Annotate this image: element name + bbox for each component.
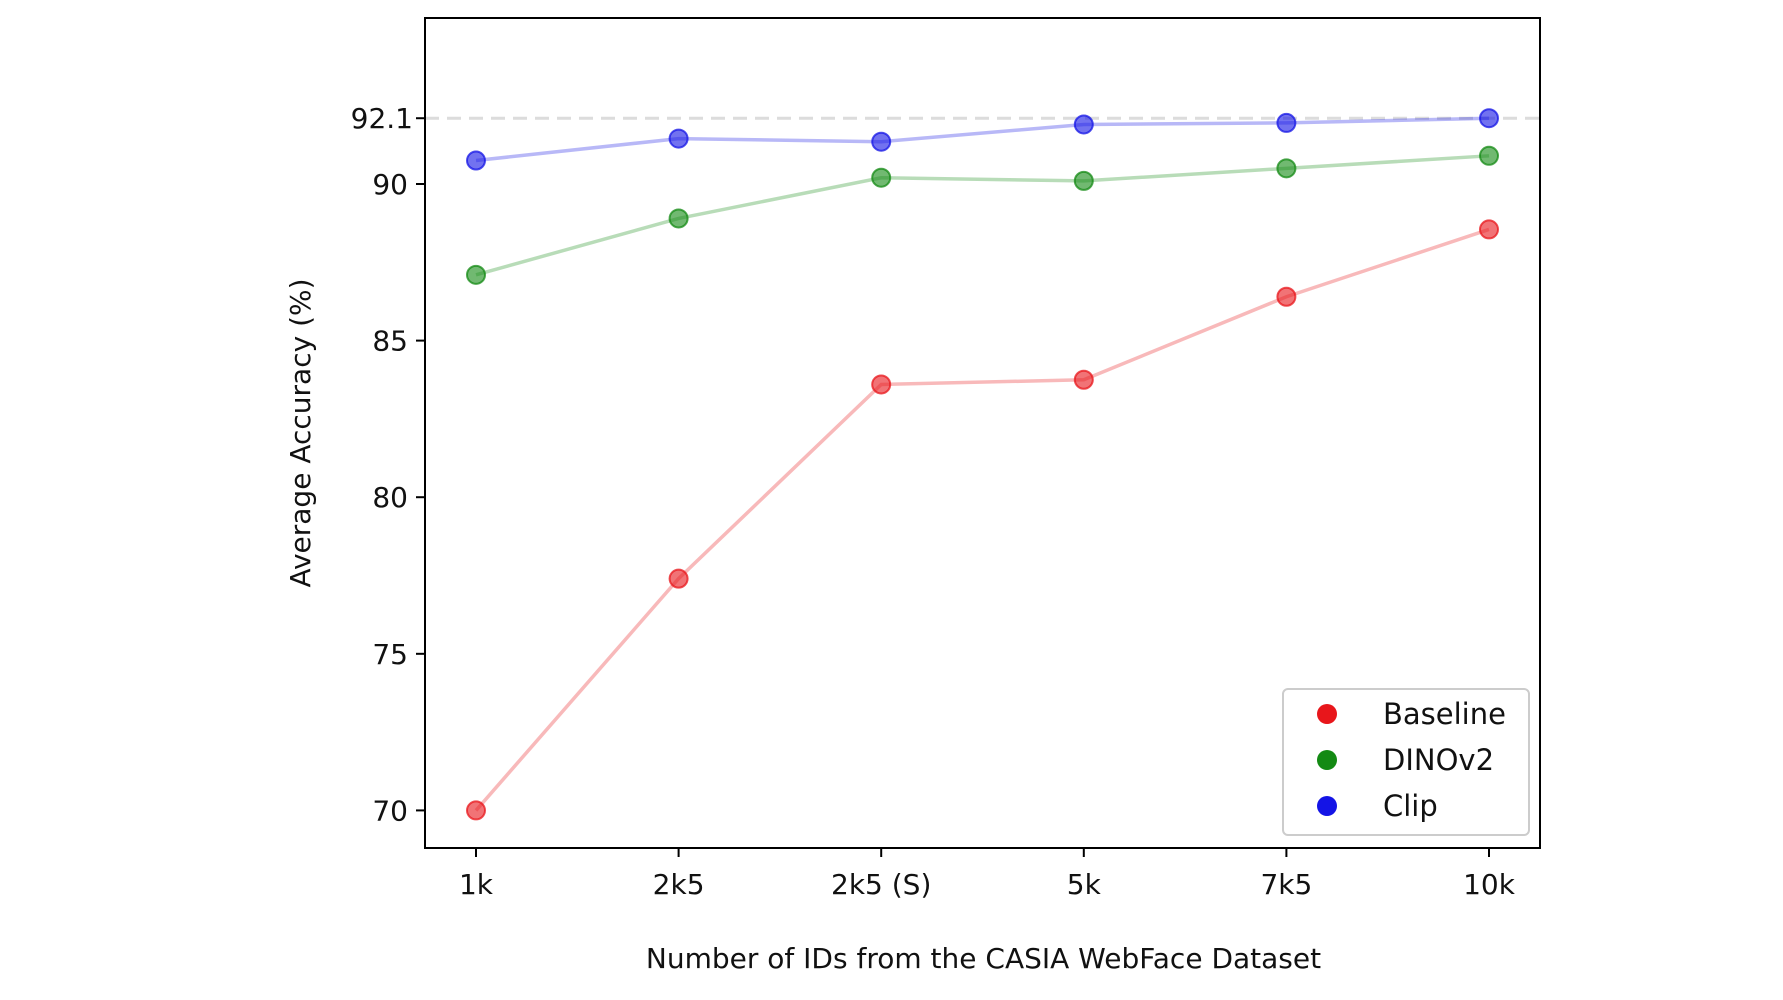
- x-tick-label: 10k: [1463, 868, 1516, 901]
- data-point-baseline: [1073, 369, 1094, 390]
- data-point-dinov2: [1479, 145, 1499, 166]
- x-tick-label: 2k5: [653, 868, 705, 901]
- y-tick-label: 85: [372, 325, 408, 358]
- data-point-baseline: [1479, 219, 1499, 240]
- data-point-baseline: [871, 374, 892, 395]
- data-point-clip: [1073, 114, 1094, 135]
- data-point-clip: [466, 150, 486, 171]
- x-tick-label: 5k: [1067, 868, 1102, 901]
- y-tick-label: 70: [372, 794, 408, 827]
- y-tick-label: 80: [372, 481, 408, 514]
- legend-box: [1282, 688, 1530, 836]
- data-point-clip: [668, 128, 689, 149]
- data-point-dinov2: [1276, 158, 1297, 179]
- series-line-clip: [475, 116, 1490, 163]
- data-point-clip: [1276, 112, 1297, 133]
- legend-label-baseline: Baseline: [1383, 697, 1506, 731]
- data-point-dinov2: [871, 167, 892, 188]
- y-axis-label: Average Accuracy (%): [284, 278, 317, 587]
- data-point-dinov2: [466, 264, 486, 285]
- x-tick-label: 1k: [459, 868, 494, 901]
- legend-marker-dinov2: [1317, 750, 1337, 770]
- data-point-baseline: [1276, 286, 1297, 307]
- data-point-baseline: [668, 568, 689, 589]
- x-tick-label: 7k5: [1260, 868, 1312, 901]
- data-point-clip: [1479, 108, 1499, 129]
- legend: Baseline DINOv2 Clip: [1282, 688, 1530, 836]
- series-line-dinov2: [475, 154, 1490, 277]
- y-tick-label: 75: [372, 638, 408, 671]
- reference-line-label: 92.1: [351, 102, 413, 135]
- data-point-clip: [871, 131, 892, 152]
- series-line-baseline: [474, 227, 1490, 812]
- reference-line-layer: 92.1: [351, 102, 1540, 135]
- legend-label-dinov2: DINOv2: [1383, 743, 1494, 777]
- legend-marker-baseline: [1317, 704, 1337, 724]
- data-point-dinov2: [668, 208, 689, 229]
- data-point-baseline: [466, 800, 486, 821]
- y-tick-label: 90: [372, 168, 408, 201]
- legend-marker-clip: [1317, 796, 1337, 816]
- series-layer: [466, 108, 1499, 821]
- x-axis-label: Number of IDs from the CASIA WebFace Dat…: [646, 942, 1321, 975]
- data-point-dinov2: [1073, 170, 1094, 191]
- tick-layer: 70 75 80 85 90 1k 2k5 2k5 (S) 5k 7k5 10k: [372, 168, 1515, 901]
- plot-area-frame: [424, 17, 1541, 849]
- x-tick-label: 2k5 (S): [831, 868, 931, 901]
- legend-label-clip: Clip: [1383, 789, 1438, 823]
